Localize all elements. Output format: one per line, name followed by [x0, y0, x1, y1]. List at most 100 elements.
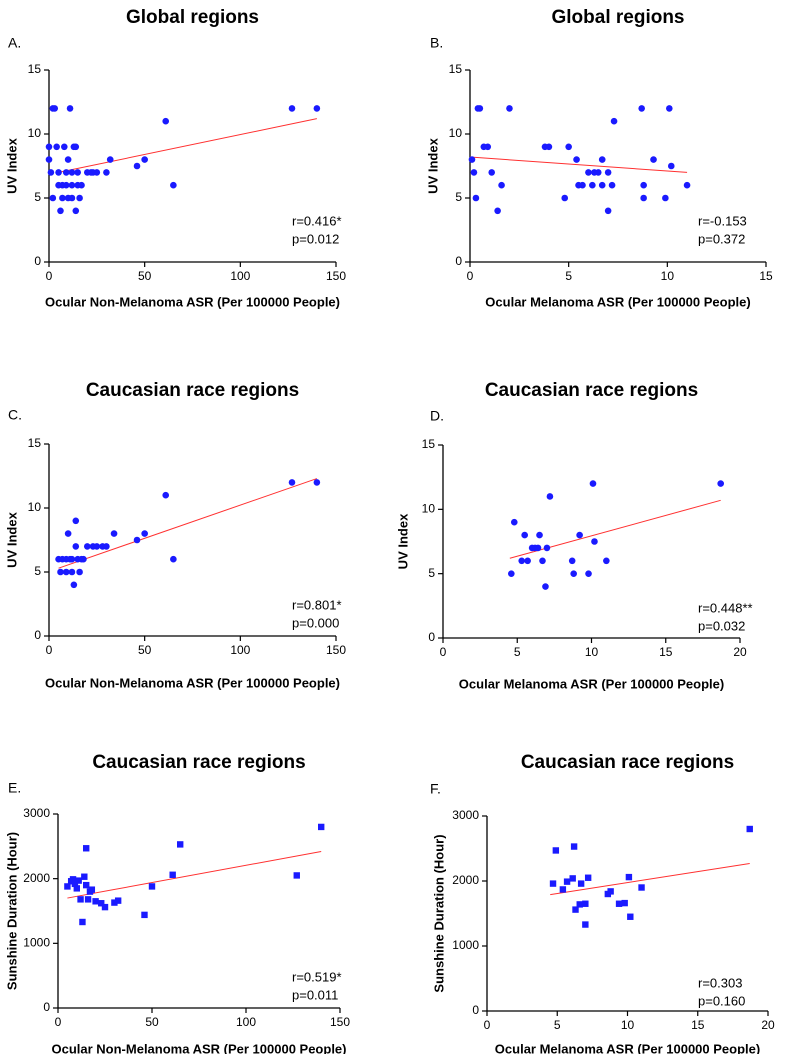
data-point [64, 530, 72, 537]
data-point [66, 105, 74, 112]
r-value: r=0.448** [698, 600, 753, 615]
y-tick-label: 5 [455, 190, 462, 204]
data-point [71, 880, 79, 888]
data-point [573, 156, 580, 163]
data-point [667, 162, 675, 170]
y-tick-label: 1000 [23, 936, 50, 950]
y-tick-label: 5 [34, 190, 41, 204]
data-point [57, 568, 64, 576]
p-value: p=0.372 [698, 231, 745, 246]
data-point [288, 105, 296, 112]
data-point [542, 583, 549, 590]
data-point [45, 143, 53, 151]
data-point [111, 899, 118, 906]
r-value: r=0.801* [292, 597, 342, 612]
data-point [638, 105, 645, 112]
data-point [561, 194, 569, 202]
data-point [293, 872, 300, 879]
data-point [666, 105, 673, 112]
x-tick-label: 0 [46, 269, 53, 283]
data-point [141, 156, 148, 163]
data-point [55, 169, 62, 176]
data-point [70, 581, 78, 589]
x-tick-label: 50 [145, 1015, 159, 1029]
y-tick-label: 15 [28, 62, 42, 76]
data-point [170, 181, 177, 189]
data-point [148, 883, 156, 890]
data-point [169, 871, 176, 878]
data-point [521, 531, 528, 539]
data-point [615, 900, 623, 907]
chart-panel-1: Global regions A. 0 50 100 150 0 5 10 15 Ocular No… [4, 7, 346, 309]
x-tick-label: 20 [761, 1018, 775, 1032]
data-point [565, 143, 572, 151]
x-axis-label: Ocular Non-Melanoma ASR (Per 100000 Peop… [45, 294, 340, 309]
data-point [57, 207, 64, 215]
x-tick-label: 5 [554, 1018, 561, 1032]
data-point [53, 143, 60, 151]
x-axis-label: Ocular Non-Melanoma ASR (Per 100000 Peop… [45, 675, 340, 690]
data-point [49, 194, 57, 202]
data-point [591, 538, 598, 545]
data-point [468, 156, 476, 163]
data-point [106, 156, 114, 163]
data-point [539, 557, 546, 565]
data-point [607, 888, 614, 895]
chart-title: Global regions [126, 7, 259, 28]
data-point [470, 169, 478, 176]
panel-label: A. [8, 35, 21, 51]
regression-line [67, 851, 322, 899]
data-point [110, 530, 118, 537]
data-point [68, 194, 76, 202]
x-tick-label: 0 [440, 645, 447, 659]
data-point [577, 880, 585, 887]
x-tick-label: 15 [759, 269, 773, 283]
panel-label: F. [430, 781, 441, 797]
data-point [594, 169, 602, 176]
x-axis-label: Ocular Melanoma ASR (Per 100000 People) [459, 676, 724, 691]
chart-title: Global regions [551, 7, 684, 28]
data-point [536, 531, 543, 539]
y-tick-label: 10 [422, 502, 436, 516]
data-point [64, 156, 72, 163]
x-tick-label: 100 [230, 269, 250, 283]
y-tick-label: 5 [34, 564, 41, 578]
data-point [141, 911, 148, 919]
r-value: r=0.416* [292, 213, 342, 228]
data-point [313, 479, 321, 486]
data-point [570, 570, 577, 577]
y-tick-label: 2000 [452, 873, 479, 887]
data-point [552, 847, 560, 854]
data-point [80, 555, 87, 563]
data-point [746, 825, 753, 833]
chart-title: Caucasian race regions [92, 752, 305, 773]
x-tick-label: 15 [691, 1018, 705, 1032]
data-point [79, 918, 86, 926]
data-point [589, 480, 597, 487]
data-point [582, 900, 589, 907]
y-axis-label: UV Index [395, 513, 410, 569]
data-point [83, 881, 90, 889]
data-point [62, 169, 70, 176]
data-point [570, 843, 578, 850]
data-point [640, 181, 647, 189]
data-point [83, 845, 90, 852]
y-axis-label: Sunshine Duration (Hour) [4, 832, 19, 990]
data-point [81, 873, 88, 880]
data-point [604, 207, 612, 215]
x-tick-label: 0 [46, 643, 53, 657]
data-point [72, 207, 80, 215]
data-point [563, 878, 571, 885]
x-tick-label: 50 [138, 643, 152, 657]
x-tick-label: 0 [55, 1015, 62, 1029]
data-point [576, 901, 583, 908]
x-tick-label: 10 [661, 269, 675, 283]
data-point [61, 143, 68, 151]
data-point [508, 570, 515, 577]
data-point [98, 900, 105, 907]
data-point [76, 194, 83, 202]
data-point [603, 557, 610, 565]
data-point [585, 570, 592, 577]
p-value: p=0.160 [698, 993, 745, 1008]
y-tick-label: 15 [422, 437, 436, 451]
